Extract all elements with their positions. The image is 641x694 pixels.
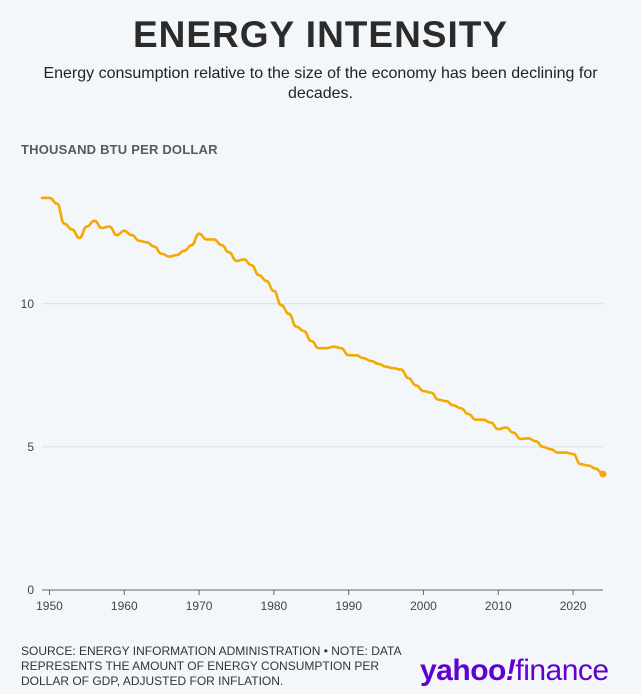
y-axis-label: THOUSAND BTU PER DOLLAR [21,142,218,157]
logo-finance: finance [515,654,609,687]
x-tick-label: 1970 [186,599,213,613]
x-tick-label: 1980 [261,599,288,613]
x-tick-label: 1950 [36,599,63,613]
y-tick-label: 10 [21,297,35,311]
x-tick-label: 2020 [560,599,587,613]
series-line [40,196,605,476]
chart-subtitle: Energy consumption relative to the size … [43,65,598,102]
series-end-point [599,470,607,478]
source-note: SOURCE: ENERGY INFORMATION ADMINISTRATIO… [21,644,401,688]
logo-yahoo: yahoo [420,654,506,687]
x-tick-label: 1960 [111,599,138,613]
x-tick-label: 1990 [335,599,362,613]
y-tick-label: 5 [27,440,34,454]
y-tick-label: 0 [27,583,34,597]
logo-exclamation: ! [505,654,516,687]
line-chart: 0 5 10 1950 1960 1970 1980 1990 2000 2010 2020 [21,196,607,613]
yahoo-finance-logo: yahoo!finance [420,654,609,688]
x-tick-label: 2000 [410,599,437,613]
chart-title: ENERGY INTENSITY [132,14,509,55]
x-tick-label: 2010 [485,599,512,613]
